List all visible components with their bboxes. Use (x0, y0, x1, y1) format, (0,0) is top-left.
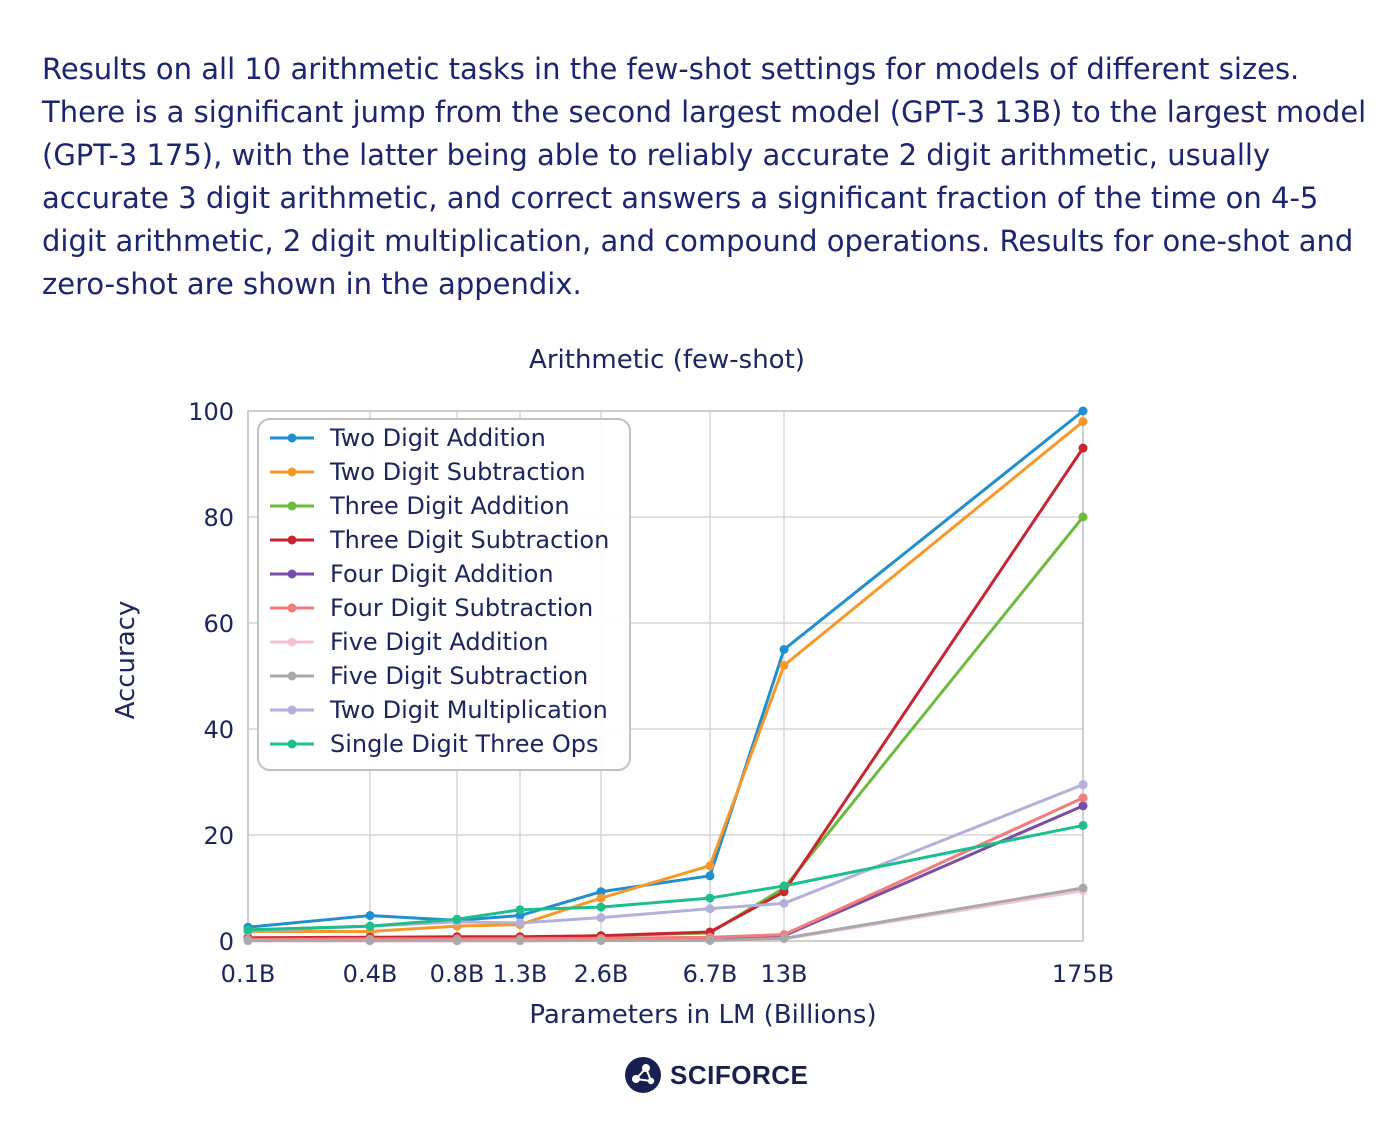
legend-item: Four Digit Addition (270, 560, 554, 588)
series-five-digit-subtraction (243, 883, 1088, 945)
data-point (705, 871, 715, 881)
series-line (247, 409, 1084, 929)
data-point (596, 902, 606, 912)
y-tick-label: 100 (188, 398, 234, 426)
data-point (515, 918, 525, 928)
data-point (1078, 793, 1088, 803)
legend-item: Single Digit Three Ops (270, 730, 599, 758)
data-point (365, 911, 375, 921)
legend-marker (287, 705, 297, 715)
data-point (452, 935, 462, 945)
legend-label: Two Digit Subtraction (329, 458, 586, 486)
data-point (1078, 512, 1088, 522)
y-axis-label: Accuracy (111, 601, 141, 720)
data-point (596, 935, 606, 945)
data-point (1078, 780, 1088, 790)
series-line (248, 420, 1084, 933)
data-point (243, 935, 253, 945)
chart-title: Arithmetic (few-shot) (529, 345, 805, 375)
data-point (515, 935, 525, 945)
data-point (705, 861, 715, 871)
legend-label: Single Digit Three Ops (330, 730, 599, 758)
data-point (1078, 417, 1088, 427)
y-tick-label: 80 (203, 504, 234, 532)
data-point (596, 893, 606, 903)
data-point (779, 645, 789, 654)
sciforce-logo-icon (625, 1057, 661, 1093)
series-line (248, 886, 1084, 942)
brand-logo: SCIFORCE (624, 1055, 808, 1095)
legend-marker (287, 739, 297, 749)
data-point (365, 921, 375, 931)
y-tick-label: 20 (203, 822, 234, 850)
legend-label: Five Digit Addition (330, 628, 549, 656)
y-tick-label: 60 (203, 610, 234, 638)
legend-marker (287, 501, 297, 511)
legend-item: Two Digit Multiplication (270, 696, 608, 724)
data-point (1078, 406, 1088, 416)
data-point (596, 887, 606, 897)
legend-label: Two Digit Addition (329, 424, 546, 452)
chart-series (243, 406, 1088, 946)
x-tick-label: 6.7B (683, 960, 738, 988)
data-point (705, 935, 715, 945)
legend-item: Two Digit Addition (270, 424, 546, 452)
legend-label: Five Digit Subtraction (330, 662, 588, 690)
x-axis-label: Parameters in LM (Billions) (529, 1000, 876, 1030)
x-tick-label: 0.4B (343, 960, 398, 988)
x-tick-label: 13B (760, 960, 807, 988)
legend-marker (287, 535, 297, 545)
series-line (247, 796, 1084, 941)
data-point (1078, 883, 1088, 893)
data-point (243, 925, 253, 935)
data-point (515, 905, 525, 915)
legend-marker (287, 671, 297, 681)
data-point (1078, 443, 1088, 453)
legend-item: Three Digit Addition (270, 492, 570, 520)
data-point (596, 913, 606, 923)
caption-text: Results on all 10 arithmetic tasks in th… (42, 52, 1367, 301)
data-point (1078, 820, 1088, 830)
legend-marker (287, 637, 297, 647)
legend-label: Two Digit Multiplication (329, 696, 608, 724)
legend-item: Five Digit Addition (270, 628, 549, 656)
data-point (705, 893, 715, 903)
legend-item: Four Digit Subtraction (270, 594, 593, 622)
legend-label: Four Digit Addition (330, 560, 554, 588)
series-line (247, 823, 1084, 932)
data-point (779, 881, 789, 891)
data-point (365, 935, 375, 945)
series-single-digit-three-ops (243, 820, 1088, 935)
data-point (705, 904, 715, 914)
series-line (248, 804, 1084, 942)
legend-label: Four Digit Subtraction (330, 594, 593, 622)
legend-item: Five Digit Subtraction (270, 662, 588, 690)
x-tick-label: 1.3B (493, 960, 548, 988)
legend-item: Three Digit Subtraction (270, 526, 609, 554)
data-point (1078, 801, 1088, 811)
x-tick-label: 2.6B (574, 960, 629, 988)
legend-label: Three Digit Subtraction (329, 526, 609, 554)
data-point (779, 933, 789, 943)
x-tick-label: 0.1B (221, 960, 276, 988)
legend-marker (287, 603, 297, 613)
x-tick-label: 175B (1052, 960, 1114, 988)
data-point (779, 898, 789, 908)
legend-marker (287, 569, 297, 579)
legend-box (257, 418, 631, 771)
chart-legend: Two Digit Addition Two Digit Subtraction T… (257, 418, 631, 771)
series-line (247, 447, 1085, 940)
legend-marker (287, 433, 297, 443)
brand-name: SCIFORCE (670, 1059, 809, 1090)
chart-ticks: 0 20 40 60 80 100 0.1B 0.4B 0.8B 1.3B 2.6B 6.7B 13B 1… (188, 398, 1114, 988)
data-point (779, 660, 789, 670)
x-tick-label: 0.8B (430, 960, 485, 988)
data-point (452, 914, 462, 924)
legend-item: Two Digit Subtraction (270, 458, 586, 486)
y-tick-label: 40 (203, 716, 234, 744)
legend-label: Three Digit Addition (329, 492, 570, 520)
y-tick-label: 0 (219, 928, 234, 956)
legend-marker (287, 467, 297, 477)
